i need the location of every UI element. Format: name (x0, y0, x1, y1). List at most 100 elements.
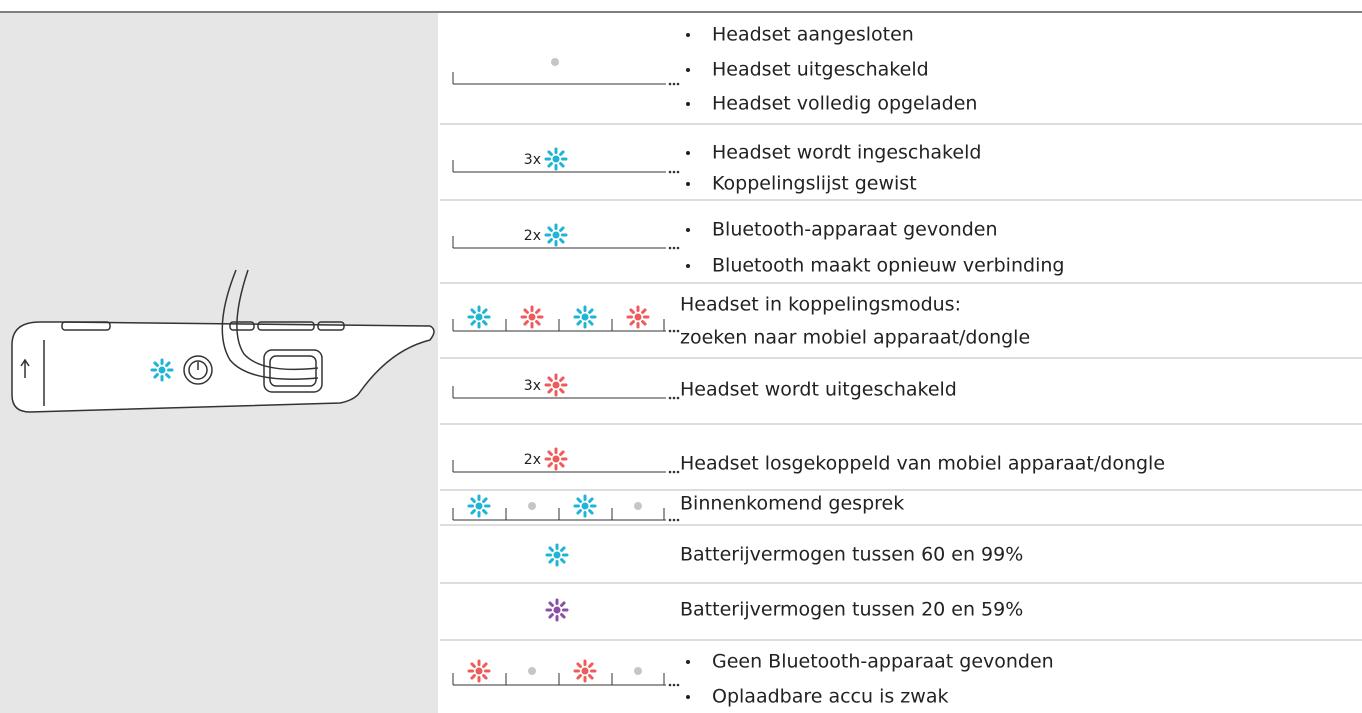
led-ray (484, 664, 486, 666)
led-flash (575, 661, 595, 681)
bullet (686, 33, 690, 37)
ellipsis-dot (673, 330, 676, 333)
ellipsis-dot (673, 471, 676, 474)
led-flash (469, 661, 489, 681)
led-ray (562, 560, 564, 562)
ellipsis-dot (669, 330, 672, 333)
led-ray (537, 322, 539, 324)
led-ray (562, 603, 564, 605)
led-ray (484, 310, 486, 312)
led-ray (561, 390, 563, 392)
flash-count: 3x (524, 378, 541, 394)
led-ray (484, 511, 486, 513)
led-ray (561, 378, 563, 380)
bullet (686, 660, 690, 664)
bullet (686, 695, 690, 699)
row-text: Koppelingslijst gewist (712, 173, 917, 195)
row-text: Geen Bluetooth-apparaat gevonden (712, 651, 1054, 673)
ellipsis-dot (669, 83, 672, 86)
row-text: Bluetooth maakt opnieuw verbinding (712, 255, 1064, 277)
led-ray (578, 511, 580, 513)
led-ray (167, 363, 169, 365)
led-ray (562, 548, 564, 550)
led-ray (550, 615, 552, 617)
bullet (686, 264, 690, 268)
led-ray (590, 499, 592, 501)
ellipsis-dot (669, 684, 672, 687)
led-ray (550, 560, 552, 562)
led-core (582, 314, 589, 321)
led-core (582, 503, 589, 510)
led-ray (155, 363, 157, 365)
led-ray (561, 152, 563, 154)
led-core (553, 156, 560, 163)
bullet (686, 68, 690, 72)
led-flash (546, 449, 566, 469)
ellipsis-dot (673, 83, 676, 86)
led-ray (525, 322, 527, 324)
led-ray (590, 322, 592, 324)
led-ray (549, 390, 551, 392)
led-ray (578, 676, 580, 678)
led-core (554, 607, 561, 614)
ellipsis-dot (669, 247, 672, 250)
led-core (476, 668, 483, 675)
led-ray (590, 664, 592, 666)
led-ray (561, 240, 563, 242)
row-text: Headset aangesloten (712, 24, 914, 46)
led-ray (525, 310, 527, 312)
row-text: Headset wordt ingeschakeld (712, 142, 981, 164)
row-text: Oplaadbare accu is zwak (712, 686, 948, 708)
page: Headset aangeslotenHeadset uitgeschakeld… (0, 0, 1362, 713)
led-ray (561, 464, 563, 466)
led-ray (472, 310, 474, 312)
led-flash (547, 545, 567, 565)
ellipsis-dot (677, 471, 680, 474)
led-ray (472, 511, 474, 513)
led-ray (155, 375, 157, 377)
ellipsis-dot (669, 471, 672, 474)
led-flash (546, 375, 566, 395)
led-ray (484, 499, 486, 501)
bullet (686, 102, 690, 106)
row-text: Headset wordt uitgeschakeld (680, 379, 957, 401)
led-flash (547, 600, 567, 620)
led-flash (469, 307, 489, 327)
row-text: Headset losgekoppeld van mobiel apparaat… (680, 453, 1165, 475)
row-text: Headset in koppelingsmodus: (680, 294, 961, 316)
led-ray (537, 310, 539, 312)
led-flash (575, 307, 595, 327)
row-text: Batterijvermogen tussen 20 en 59% (680, 599, 1023, 621)
led-ray (631, 310, 633, 312)
led-flash (546, 225, 566, 245)
led-off (551, 58, 559, 66)
led-ray (631, 322, 633, 324)
led-core (476, 314, 483, 321)
led-ray (561, 164, 563, 166)
led-ray (578, 322, 580, 324)
ellipsis-dot (677, 247, 680, 250)
led-ray (550, 548, 552, 550)
led-ray (550, 603, 552, 605)
led-ray (561, 452, 563, 454)
led-ray (472, 664, 474, 666)
led-off (634, 667, 642, 675)
led-ray (578, 499, 580, 501)
led-ray (549, 228, 551, 230)
led-flash (152, 360, 172, 380)
led-ray (590, 511, 592, 513)
ellipsis-dot (677, 519, 680, 522)
led-ray (643, 322, 645, 324)
row-text: Headset volledig opgeladen (712, 93, 977, 115)
ellipsis-dot (673, 519, 676, 522)
led-core (554, 552, 561, 559)
led-ray (590, 310, 592, 312)
led-ray (549, 152, 551, 154)
led-core (635, 314, 642, 321)
bullet (686, 151, 690, 155)
led-ray (578, 664, 580, 666)
led-flash (469, 496, 489, 516)
led-ray (549, 452, 551, 454)
led-off (634, 502, 642, 510)
led-off (528, 667, 536, 675)
